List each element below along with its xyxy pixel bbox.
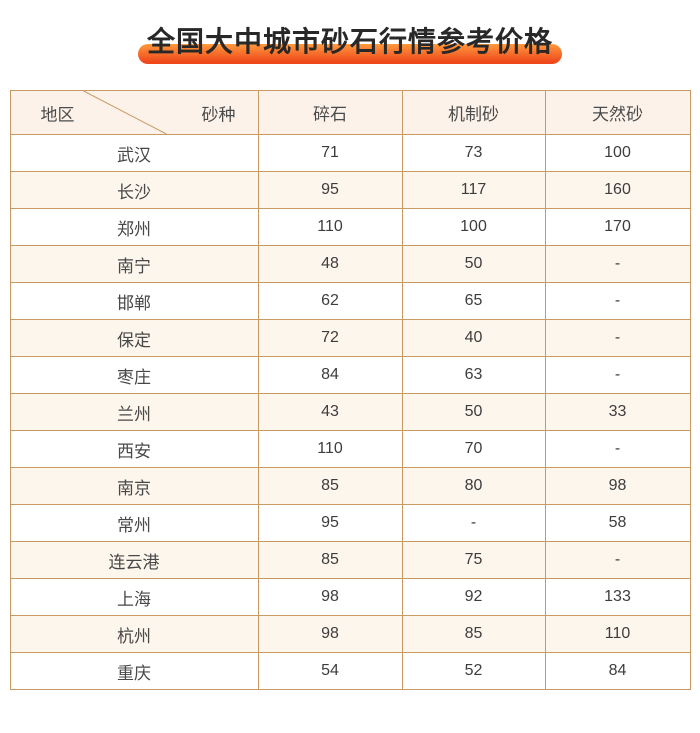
price-cell: 75	[401, 541, 546, 579]
price-cell: 95	[257, 504, 403, 542]
price-cell: 54	[257, 652, 403, 690]
city-cell: 郑州	[9, 208, 259, 246]
price-cell: -	[544, 282, 691, 320]
price-cell: -	[401, 504, 546, 542]
price-cell: 92	[401, 578, 546, 616]
price-cell: 80	[401, 467, 546, 505]
corner-header-cell: 地区 砂种	[9, 90, 259, 135]
column-header-machine-sand: 机制砂	[401, 90, 546, 135]
diagonal-divider	[11, 91, 258, 134]
price-cell: 100	[544, 134, 691, 172]
price-cell: 72	[257, 319, 403, 357]
city-cell: 枣庄	[9, 356, 259, 394]
city-cell: 保定	[9, 319, 259, 357]
price-cell: 52	[401, 652, 546, 690]
page-title-text: 全国大中城市砂石行情参考价格	[146, 26, 553, 57]
table-row: 保定 72 40-	[9, 319, 691, 357]
city-cell: 常州	[9, 504, 259, 542]
title-container: 全国大中城市砂石行情参考价格	[0, 22, 700, 64]
price-cell: 85	[257, 541, 403, 579]
price-cell: 98	[544, 467, 691, 505]
city-cell: 南宁	[9, 245, 259, 283]
price-cell: 62	[257, 282, 403, 320]
price-cell: 95	[257, 171, 403, 209]
table-row: 长沙 95 117 160	[9, 171, 691, 209]
city-cell: 南京	[9, 467, 259, 505]
price-cell: 85	[257, 467, 403, 505]
table-row: 重庆 54 52 84	[9, 652, 691, 690]
city-cell: 邯郸	[9, 282, 259, 320]
price-cell: 73	[401, 134, 546, 172]
price-cell: 84	[544, 652, 691, 690]
table-row: 南宁 48 50-	[9, 245, 691, 283]
price-table: 地区 砂种 碎石 机制砂 天然砂 武汉 71 73 100 长沙 95 117 160 郑州 11…	[9, 90, 691, 690]
city-cell: 连云港	[9, 541, 259, 579]
price-cell: -	[544, 430, 691, 468]
price-cell: -	[544, 356, 691, 394]
city-cell: 杭州	[9, 615, 259, 653]
city-cell: 上海	[9, 578, 259, 616]
price-cell: 63	[401, 356, 546, 394]
city-cell: 西安	[9, 430, 259, 468]
column-header-natural-sand: 天然砂	[544, 90, 691, 135]
price-cell: 65	[401, 282, 546, 320]
price-cell: 98	[257, 578, 403, 616]
price-cell: 133	[544, 578, 691, 616]
price-cell: 70	[401, 430, 546, 468]
price-cell: 98	[257, 615, 403, 653]
table-row: 武汉 71 73 100	[9, 134, 691, 172]
price-cell: 110	[257, 208, 403, 246]
table-body: 武汉 71 73 100 长沙 95 117 160 郑州 110 100 170 南宁 48 50- 邯郸 6…	[9, 134, 691, 690]
price-cell: 110	[544, 615, 691, 653]
table-row: 南京 85 80 98	[9, 467, 691, 505]
table-row: 兰州 43 50 33	[9, 393, 691, 431]
price-cell: 85	[401, 615, 546, 653]
table-row: 枣庄 84 63-	[9, 356, 691, 394]
price-cell: 100	[401, 208, 546, 246]
price-cell: -	[544, 541, 691, 579]
table-row: 上海 98 92 133	[9, 578, 691, 616]
title-highlight-bar	[137, 44, 562, 64]
price-cell: 43	[257, 393, 403, 431]
price-cell: 170	[544, 208, 691, 246]
price-cell: 50	[401, 393, 546, 431]
price-cell: 110	[257, 430, 403, 468]
city-cell: 长沙	[9, 171, 259, 209]
price-cell: 58	[544, 504, 691, 542]
city-cell: 武汉	[9, 134, 259, 172]
price-cell: 117	[401, 171, 546, 209]
table-header-row: 地区 砂种 碎石 机制砂 天然砂	[9, 90, 691, 135]
corner-col-label: 砂种	[201, 105, 236, 124]
price-cell: 50	[401, 245, 546, 283]
price-cell: 40	[401, 319, 546, 357]
city-cell: 重庆	[9, 652, 259, 690]
price-cell: 84	[257, 356, 403, 394]
price-cell: -	[544, 245, 691, 283]
table-row: 杭州 98 85 110	[9, 615, 691, 653]
table-row: 常州 95-58	[9, 504, 691, 542]
table-row: 连云港 85 75-	[9, 541, 691, 579]
corner-row-label: 地区	[40, 105, 75, 124]
table-row: 郑州 110 100 170	[9, 208, 691, 246]
table-row: 邯郸 62 65-	[9, 282, 691, 320]
price-cell: 71	[257, 134, 403, 172]
page-title: 全国大中城市砂石行情参考价格	[137, 22, 562, 64]
price-cell: 48	[257, 245, 403, 283]
price-cell: 33	[544, 393, 691, 431]
price-cell: 160	[544, 171, 691, 209]
column-header-crushed-stone: 碎石	[257, 90, 403, 135]
table-row: 西安 110 70-	[9, 430, 691, 468]
city-cell: 兰州	[9, 393, 259, 431]
price-cell: -	[544, 319, 691, 357]
